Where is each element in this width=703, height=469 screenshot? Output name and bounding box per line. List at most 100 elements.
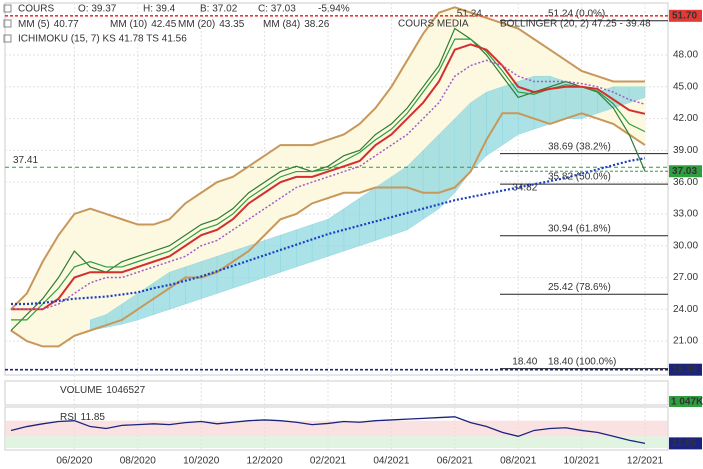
ichimoku-cloud [311,218,329,262]
price-badge-label: 37.03 [672,166,697,177]
bollinger-fill [42,235,59,347]
bollinger-fill [280,145,297,220]
bollinger-fill [359,107,376,193]
series-line [11,38,646,321]
bollinger-fill [106,213,122,326]
header-label: -5.94% [318,4,350,15]
fibonacci-label: 51.24 (0.0%) [548,8,605,19]
legend-icon [3,4,12,13]
legend-icon [3,19,12,28]
y-tick-label: 21.00 [673,336,698,347]
rsi-value: 11.85 [81,412,106,423]
series-line [11,59,646,311]
volume-name: VOLUME [60,385,103,396]
legend-value: 38.26 [304,19,329,30]
y-tick-label: 33.00 [673,209,698,220]
bollinger-fill [74,208,91,336]
ichimoku-cloud [517,75,535,135]
ichimoku-cloud [391,165,408,236]
legend-value: 40.77 [54,19,79,30]
price-badge [669,363,702,376]
bollinger-fill [26,261,43,347]
volume-badge [669,396,702,407]
bollinger-fill [407,33,424,193]
annotation-label: 18.40 [512,356,537,367]
ichimoku-cloud [359,186,376,247]
series-line [11,43,646,311]
header-label: B: 37.02 [200,4,238,15]
x-tick-label: 12/2020 [247,456,284,467]
rsi-label: RSI 11.85 [60,412,105,423]
bollinger-fill [312,139,328,204]
bollinger-fill [391,60,408,188]
legend-entry: MM (10) 42.45 [110,19,177,30]
x-tick-label: 06/2021 [437,456,474,467]
ichimoku-cloud [438,117,456,210]
legend-value: 42.45 [151,19,176,30]
x-tick-label: 04/2021 [373,456,410,467]
ichimoku-cloud [549,75,566,125]
price-badge [669,165,702,178]
header-label: H: 39.4 [143,4,176,15]
x-tick-label: 10/2021 [564,456,601,467]
bollinger-fill [201,182,218,278]
bollinger-fill [296,145,313,214]
bollinger-fill [375,86,392,188]
volume-panel [4,380,669,406]
rsi-low-band [5,436,668,448]
rsi-name: RSI [60,412,77,423]
annotation-label: 37.41 [13,155,38,166]
ichimoku-cloud [375,176,392,241]
ichimoku-cloud [296,224,313,268]
header-label: O: 39.37 [78,4,117,15]
price-badge [669,9,702,22]
y-tick-label: 24.00 [673,304,698,315]
y-tick-label: 42.00 [673,113,698,124]
ichimoku-label: ICHIMOKU (15, 7) KS 41.78 TS 41.56 [18,34,187,45]
ichimoku-cloud [486,86,503,157]
header-label: C: 37.03 [258,4,296,15]
ichimoku-cloud [216,250,234,294]
y-tick-label: 48.00 [673,50,698,61]
x-tick-label: 08/2020 [120,456,157,467]
bollinger-fill [343,123,360,193]
bollinger-fill [328,134,344,199]
legend-name: MM (20) [178,19,215,30]
x-tick-label: 08/2021 [500,456,537,467]
annotation-label: 51.24 [457,8,482,19]
rsi-badge-label: 11.85 [672,438,697,449]
y-tick-label: 36.00 [673,177,698,188]
fibonacci-label: 35.82 (50.0%) [548,172,611,183]
y-tick-label: 30.00 [673,240,698,251]
volume-label: VOLUME 1046527 [60,385,146,396]
ichimoku-cloud [628,86,646,104]
rsi-line [10,416,646,445]
ichimoku-cloud [264,234,281,278]
legend-name: MM (10) [110,19,147,30]
x-tick-label: 06/2020 [56,456,93,467]
bollinger-fill [232,166,249,262]
overlay-label: COURS MEDIA [398,19,469,30]
volume-badge-label: 1 047K [671,397,703,408]
bollinger-fill [264,145,281,236]
annotation-label: 34.82 [512,182,537,193]
header-label: COURS [18,4,54,15]
legend-entry: MM (5) 40.77 [18,19,79,30]
price-badge-label: 51.70 [672,10,697,21]
y-tick-label: 27.00 [673,272,698,283]
ichimoku-cloud [280,229,297,273]
y-tick-label: 45.00 [673,81,698,92]
price-badge-label: 18.30 [672,364,697,375]
rsi-badge [669,437,702,450]
legend-icon [3,34,12,43]
fibonacci-label: 30.94 (61.8%) [548,223,611,234]
legend-entry: MM (20) 43.35 [178,19,245,30]
main-panel [4,2,669,376]
x-tick-label: 02/2021 [310,456,347,467]
ichimoku-cloud [248,240,265,284]
series-line [11,157,646,306]
legend-name: MM (84) [263,19,300,30]
ichimoku-cloud [185,261,202,305]
bollinger-lower [10,112,646,348]
